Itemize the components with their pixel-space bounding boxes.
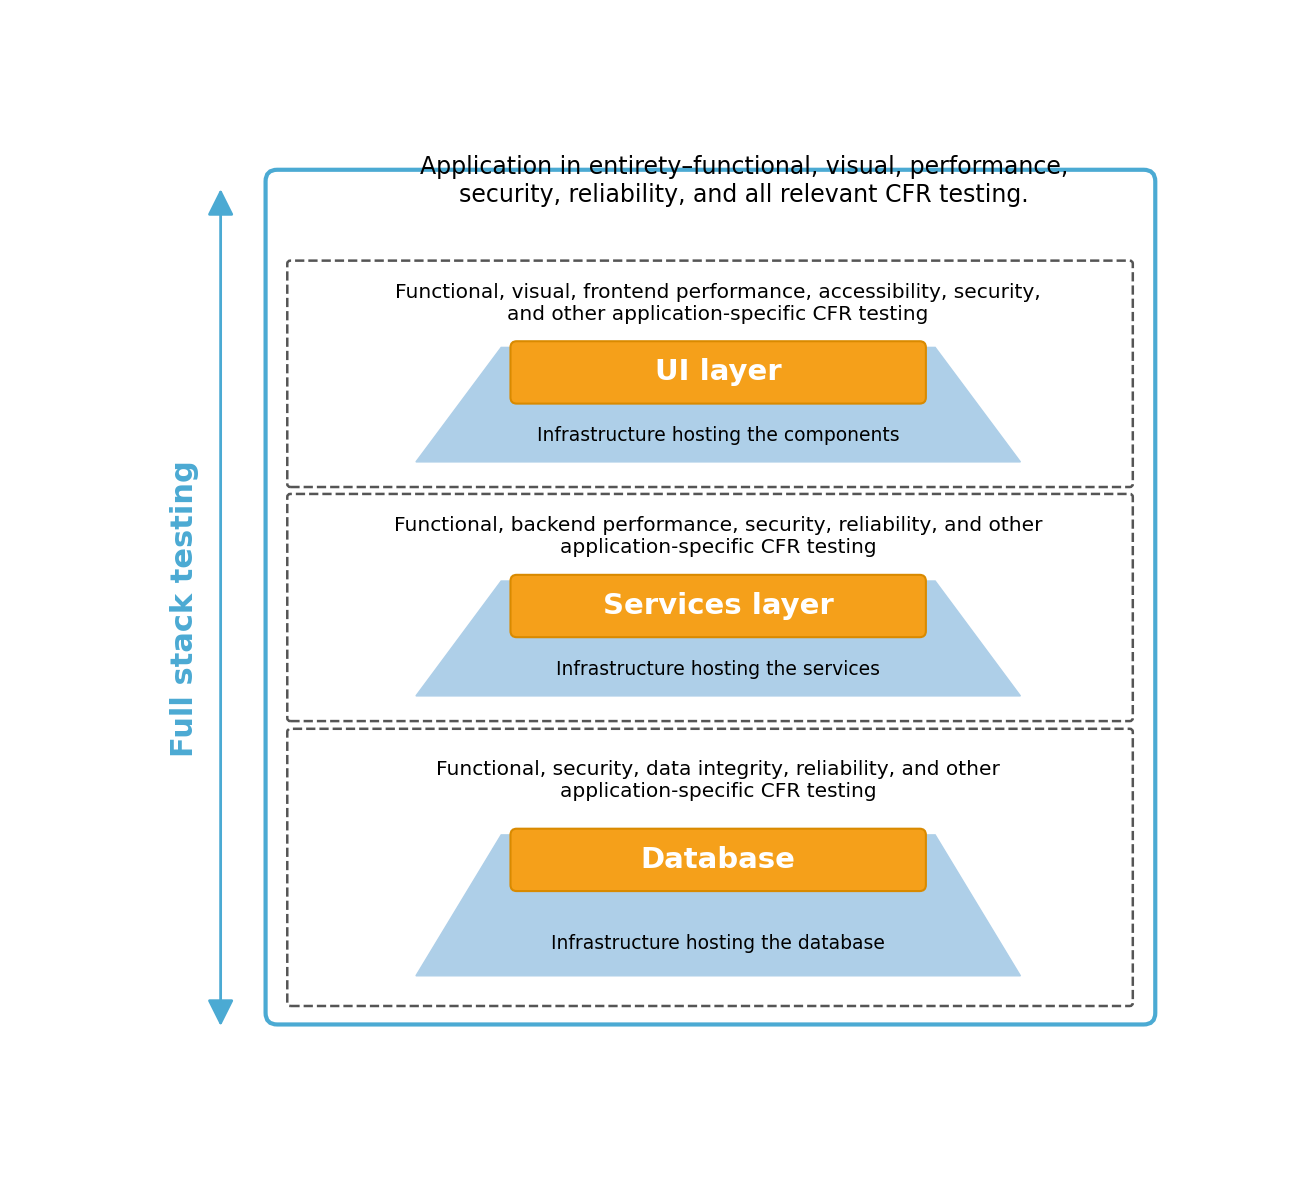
FancyBboxPatch shape xyxy=(511,342,926,403)
Text: Functional, visual, frontend performance, accessibility, security,
and other app: Functional, visual, frontend performance… xyxy=(395,283,1041,324)
Text: Services layer: Services layer xyxy=(603,592,833,620)
Polygon shape xyxy=(416,348,1020,462)
Text: Infrastructure hosting the database: Infrastructure hosting the database xyxy=(551,934,885,953)
Polygon shape xyxy=(416,835,1020,976)
Polygon shape xyxy=(416,581,1020,695)
Text: Infrastructure hosting the services: Infrastructure hosting the services xyxy=(556,660,880,678)
FancyBboxPatch shape xyxy=(511,829,926,891)
Text: Full stack testing: Full stack testing xyxy=(170,461,199,757)
Text: Application in entirety–functional, visual, performance,
security, reliability, : Application in entirety–functional, visu… xyxy=(420,155,1067,207)
Text: UI layer: UI layer xyxy=(655,358,781,386)
Text: Infrastructure hosting the components: Infrastructure hosting the components xyxy=(537,426,900,445)
FancyBboxPatch shape xyxy=(511,575,926,638)
Text: Functional, security, data integrity, reliability, and other
application-specifi: Functional, security, data integrity, re… xyxy=(437,760,1000,801)
Text: Functional, backend performance, security, reliability, and other
application-sp: Functional, backend performance, securit… xyxy=(394,516,1043,557)
Text: Database: Database xyxy=(641,846,796,873)
